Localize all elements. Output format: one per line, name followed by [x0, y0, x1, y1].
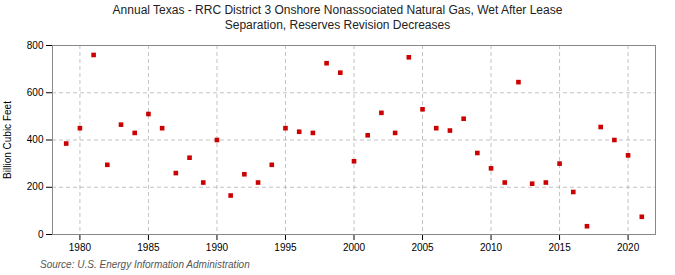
svg-text:2000: 2000 — [343, 242, 366, 253]
svg-text:200: 200 — [27, 181, 44, 192]
svg-text:Billion Cubic Feet: Billion Cubic Feet — [2, 101, 13, 179]
svg-text:800: 800 — [27, 40, 44, 51]
html-text:Source: U.S. Energy Informatio: Source: U.S. Energy Information Administ… — [40, 259, 250, 270]
svg-text:1995: 1995 — [274, 242, 297, 253]
svg-text:2020: 2020 — [617, 242, 640, 253]
svg-text:400: 400 — [27, 134, 44, 145]
svg-text:1990: 1990 — [206, 242, 229, 253]
svg-text:2010: 2010 — [480, 242, 503, 253]
html-text:Annual Texas - RRC District 3: Annual Texas - RRC District 3 Onshore No… — [112, 3, 563, 32]
svg-text:1985: 1985 — [137, 242, 160, 253]
svg-text:2005: 2005 — [411, 242, 434, 253]
svg-text:2015: 2015 — [548, 242, 571, 253]
svg-text:0: 0 — [38, 229, 44, 240]
svg-text:600: 600 — [27, 87, 44, 98]
svg-text:1980: 1980 — [69, 242, 92, 253]
